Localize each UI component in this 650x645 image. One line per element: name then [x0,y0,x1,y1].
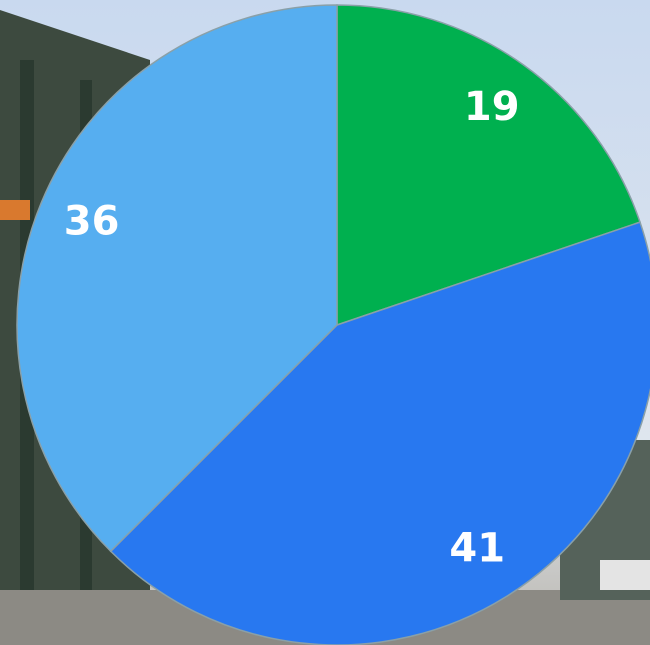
data-label: 41 [449,526,505,572]
data-label: 36 [64,198,120,244]
chart: 19 41 36 [0,0,650,645]
pie: 19 41 36 [17,5,650,645]
data-label: 19 [464,84,520,130]
page: 194136 (() => { const data = JSON.parse(… [0,0,650,645]
